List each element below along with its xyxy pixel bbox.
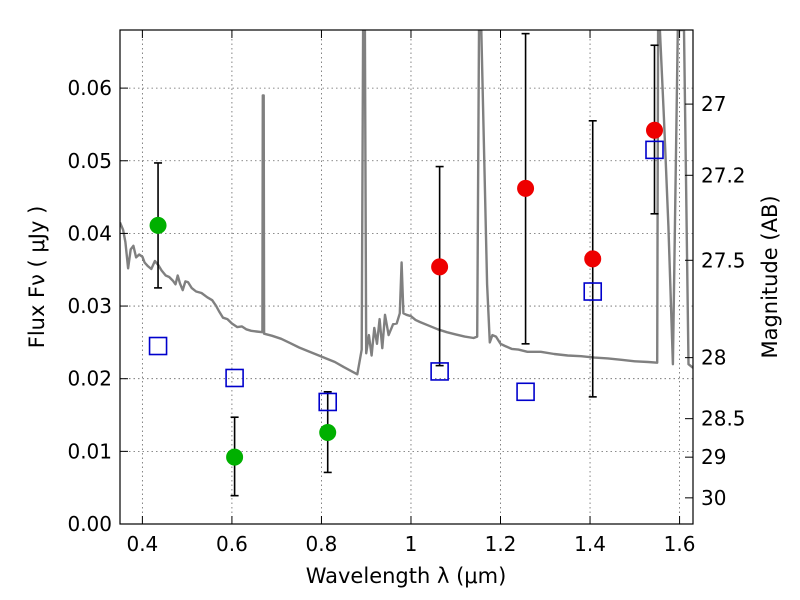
right-tick-label: 29 <box>701 445 726 469</box>
green-data-point <box>319 423 337 441</box>
right-tick-label: 30 <box>701 486 726 510</box>
y-tick-label: 0.00 <box>67 512 112 536</box>
x-tick-label: 1.6 <box>664 532 696 556</box>
x-tick-label: 0.8 <box>306 532 338 556</box>
model-photometry-square <box>225 368 244 388</box>
plot-frame <box>119 29 694 525</box>
right-axis-label: Magnitude (AB) <box>758 195 782 358</box>
right-tick-label: 27.5 <box>701 248 746 272</box>
y-tick-label: 0.06 <box>67 76 112 100</box>
x-axis-label: Wavelength λ (μm) <box>306 564 507 588</box>
y-axis-label: Flux Fν ( μJy ) <box>25 206 49 349</box>
y-tick-label: 0.04 <box>67 221 112 245</box>
model-photometry-square <box>645 140 664 160</box>
x-tick-label: 0.4 <box>126 532 158 556</box>
red-data-point <box>584 250 602 268</box>
model-photometry-square <box>430 362 449 381</box>
red-data-point <box>646 121 664 139</box>
model-photometry-square <box>583 282 603 301</box>
model-photometry-square <box>318 392 338 412</box>
model-photometry-square <box>516 382 535 402</box>
x-tick-label: 1.4 <box>574 532 606 556</box>
axes-layer: 0.4 0.6 0.8 1 1.2 1.4 1.6 0.00 0.01 0.02 0.03 0.04 0… <box>67 30 746 556</box>
y-tick-label: 0.01 <box>67 439 112 463</box>
model-layer <box>120 30 693 376</box>
right-tick-label: 27.2 <box>701 163 746 187</box>
right-tick-label: 28.5 <box>701 407 746 431</box>
green-data-point <box>226 448 244 466</box>
red-data-point <box>517 179 535 197</box>
model-spectrum-line <box>120 30 693 376</box>
y-tick-label: 0.02 <box>67 367 112 391</box>
marks-layer <box>148 32 664 497</box>
x-tick-label: 1.2 <box>485 532 517 556</box>
y-tick-label: 0.05 <box>67 149 112 173</box>
right-tick-label: 27 <box>701 92 726 116</box>
model-photometry-square <box>148 336 168 356</box>
red-data-point <box>431 258 449 276</box>
x-tick-label: 0.6 <box>216 532 248 556</box>
x-tick-label: 1 <box>405 532 418 556</box>
green-data-point <box>149 216 167 234</box>
right-tick-label: 28 <box>701 346 726 370</box>
y-tick-label: 0.03 <box>67 294 112 318</box>
